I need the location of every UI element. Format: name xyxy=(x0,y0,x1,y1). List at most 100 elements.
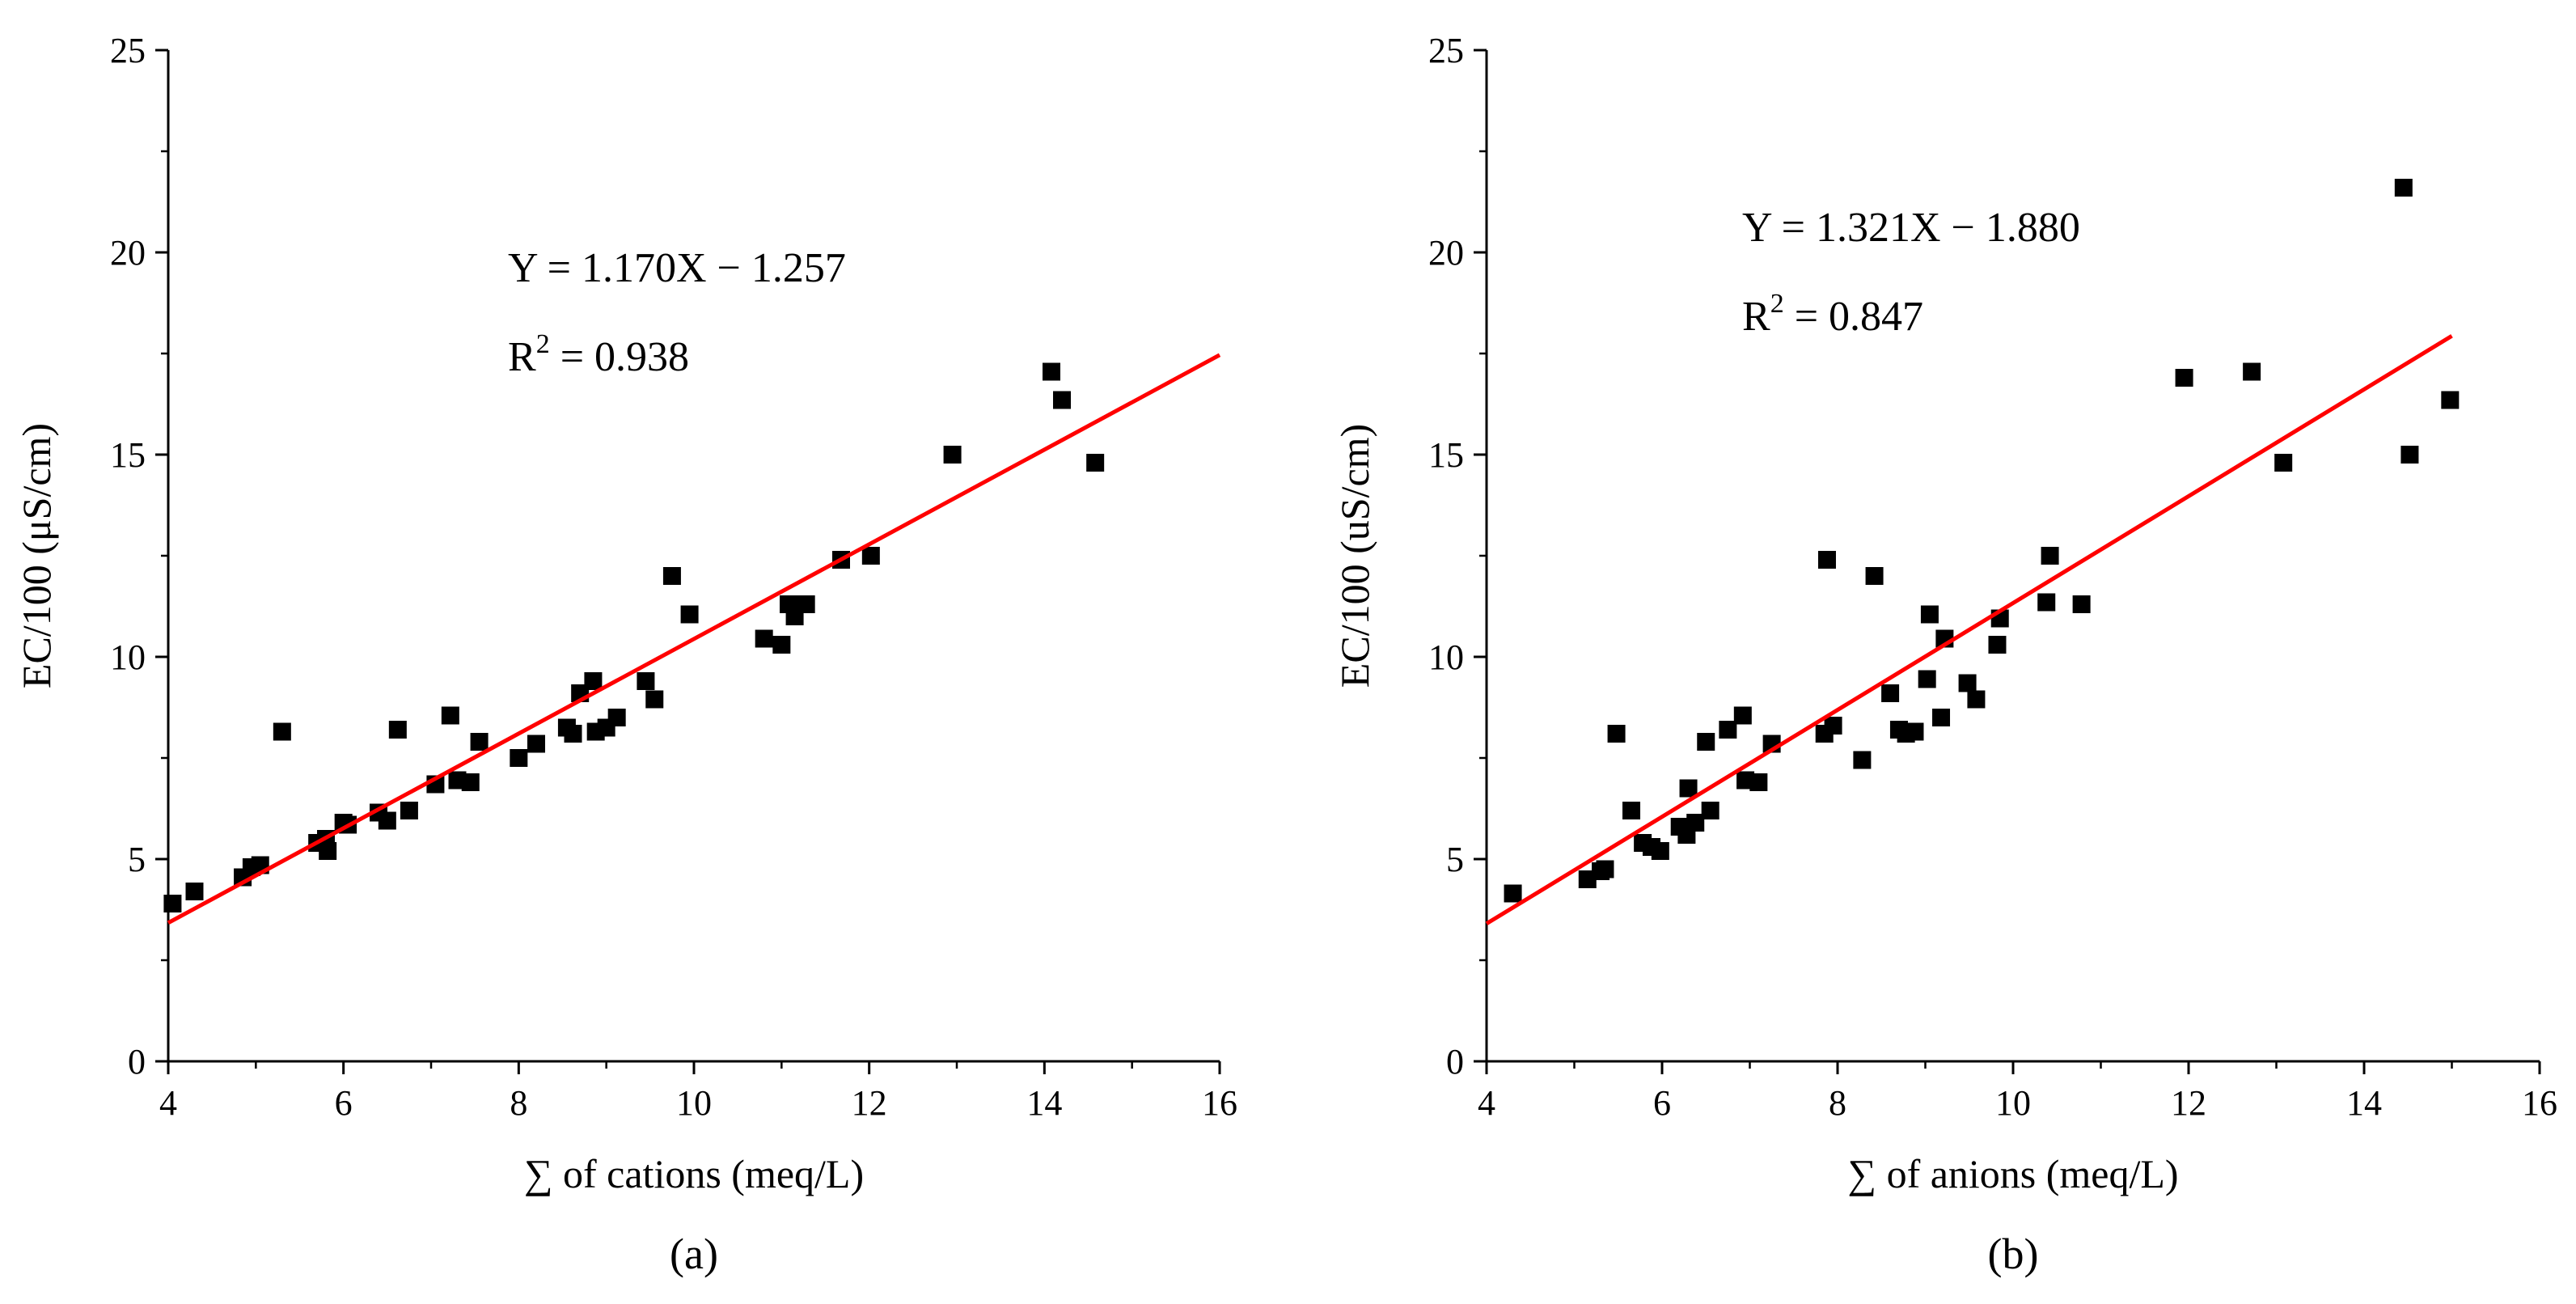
x-tick-label: 10 xyxy=(1995,1083,2031,1123)
data-point xyxy=(1967,690,1986,709)
r-squared-label: R2 = 0.938 xyxy=(508,329,689,380)
data-point xyxy=(2441,391,2460,409)
y-tick-label: 20 xyxy=(110,233,146,273)
data-point xyxy=(637,672,655,690)
data-point xyxy=(273,722,291,741)
data-point xyxy=(378,811,396,830)
data-point xyxy=(510,749,528,767)
regression-equation: Y = 1.321X − 1.880 xyxy=(1742,205,2080,251)
data-point xyxy=(1622,802,1641,819)
data-point xyxy=(1817,551,1836,569)
data-point xyxy=(2175,369,2193,387)
data-point xyxy=(2037,593,2056,612)
r-squared-prefix: R xyxy=(1742,294,1770,340)
data-point xyxy=(1679,779,1698,798)
x-tick-label: 10 xyxy=(676,1083,712,1123)
data-point xyxy=(2072,595,2091,613)
y-tick-label: 0 xyxy=(128,1042,146,1082)
x-tick-label: 6 xyxy=(335,1083,353,1123)
data-point xyxy=(1749,773,1768,791)
chart-panel-b: 4 6 8 10 12 14 16 0 5 10 15 20 25 ∑ of anions (meq/L)… xyxy=(1332,31,2557,1278)
data-point xyxy=(662,567,681,585)
data-point xyxy=(607,709,626,726)
data-point xyxy=(1596,860,1614,879)
data-point xyxy=(943,446,962,464)
y-tick-label: 5 xyxy=(1446,840,1464,879)
x-tick-label: 8 xyxy=(510,1083,527,1123)
r-squared-label: R2 = 0.847 xyxy=(1742,289,1923,340)
data-point xyxy=(1920,605,1939,624)
y-tick-label: 15 xyxy=(1428,435,1464,475)
y-tick-label: 10 xyxy=(1428,637,1464,677)
data-point xyxy=(388,721,407,739)
x-tick-label: 16 xyxy=(1202,1083,1237,1123)
x-tick-label: 6 xyxy=(1653,1083,1671,1123)
x-tick-label: 4 xyxy=(159,1083,177,1123)
data-point xyxy=(2400,446,2419,464)
data-point xyxy=(645,690,664,709)
data-point xyxy=(1651,842,1669,860)
regression-line xyxy=(1485,334,2453,925)
data-point xyxy=(470,733,489,751)
r-squared-value: = 0.847 xyxy=(1784,294,1923,340)
data-point xyxy=(461,773,480,791)
r-squared-value: = 0.938 xyxy=(550,334,689,380)
data-point xyxy=(400,802,418,819)
x-axis-title: ∑ of anions (meq/L) xyxy=(1847,1151,2178,1196)
data-point xyxy=(1881,684,1900,702)
x-tick-label: 8 xyxy=(1829,1083,1846,1123)
x-tick-label: 12 xyxy=(2171,1083,2206,1123)
data-point xyxy=(441,706,459,725)
y-axis-title: EC/100 (μS/cm) xyxy=(14,423,59,688)
data-point xyxy=(1686,814,1705,832)
y-tick-label: 0 xyxy=(1446,1042,1464,1082)
data-point xyxy=(680,605,699,624)
y-tick-label: 5 xyxy=(128,840,146,879)
data-point xyxy=(861,547,880,565)
data-point xyxy=(2394,179,2413,197)
x-tick-label: 12 xyxy=(852,1083,887,1123)
data-point xyxy=(1053,391,1071,409)
data-point xyxy=(527,735,545,753)
data-point xyxy=(755,629,773,648)
x-tick-label: 14 xyxy=(1026,1083,1062,1123)
chart-panel-a: 4 6 8 10 12 14 16 0 5 10 15 20 25 ∑ of cations (meq/L… xyxy=(14,31,1237,1278)
data-point xyxy=(1865,567,1884,585)
data-point xyxy=(163,895,182,912)
r-squared-prefix: R xyxy=(508,334,536,380)
panel-caption: (a) xyxy=(670,1230,718,1278)
regression-line xyxy=(167,353,1221,925)
data-point xyxy=(1932,709,1951,726)
y-tick-label: 15 xyxy=(110,435,146,475)
data-point xyxy=(1918,670,1936,688)
data-point xyxy=(2274,454,2293,472)
data-point xyxy=(319,842,337,860)
x-tick-label: 14 xyxy=(2346,1083,2382,1123)
data-point xyxy=(1086,454,1105,472)
data-point xyxy=(1906,722,1924,741)
x-axis-title: ∑ of cations (meq/L) xyxy=(524,1151,864,1196)
data-point xyxy=(1719,721,1737,739)
panel-caption: (b) xyxy=(1988,1230,2039,1278)
y-tick-label: 25 xyxy=(1428,31,1464,70)
data-point xyxy=(1701,802,1719,819)
data-point xyxy=(1607,725,1626,743)
r-squared-exponent: 2 xyxy=(1770,289,1784,319)
data-point xyxy=(584,672,603,690)
r-squared-exponent: 2 xyxy=(536,329,550,359)
data-point xyxy=(1697,733,1715,751)
data-point xyxy=(564,725,582,743)
data-point xyxy=(1733,706,1752,725)
y-tick-label: 20 xyxy=(1428,233,1464,273)
x-tick-label: 4 xyxy=(1478,1083,1495,1123)
data-point xyxy=(1988,636,2007,654)
regression-equation: Y = 1.170X − 1.257 xyxy=(508,245,846,291)
data-point xyxy=(1504,884,1522,903)
data-point xyxy=(1043,362,1060,381)
y-axis-title: EC/100 (uS/cm) xyxy=(1332,424,1377,688)
data-point xyxy=(1824,717,1842,735)
data-point xyxy=(772,636,791,654)
data-point xyxy=(1853,751,1872,769)
data-point xyxy=(797,595,815,613)
